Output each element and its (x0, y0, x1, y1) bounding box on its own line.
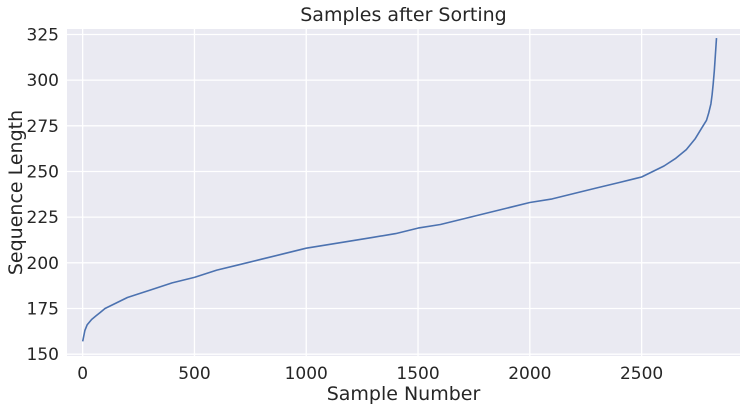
y-tick-label: 325 (27, 25, 59, 45)
series-layer (81, 38, 718, 342)
x-tick-label: 2500 (620, 364, 663, 384)
y-tick-label: 175 (27, 300, 59, 320)
x-tick-label: 1500 (396, 364, 439, 384)
x-axis-label: Sample Number (327, 383, 481, 405)
x-tick-label: 2000 (508, 364, 551, 384)
y-axis-label: Sequence Length (5, 110, 27, 275)
x-tick-label: 500 (178, 364, 210, 384)
grid-lines (67, 29, 740, 356)
series-line (81, 38, 718, 342)
y-tick-label: 200 (27, 254, 59, 274)
y-tick-label: 150 (27, 345, 59, 365)
plot-background (67, 29, 740, 356)
chart-title: Samples after Sorting (300, 4, 507, 26)
y-tick-label: 300 (27, 71, 59, 91)
y-tick-label: 275 (27, 117, 59, 137)
y-tick-label: 250 (27, 162, 59, 182)
x-tick-label: 1000 (285, 364, 328, 384)
x-tick-label: 0 (77, 364, 88, 384)
y-tick-label: 225 (27, 208, 59, 228)
tick-labels: 0 500 1000 1500 2000 2500 150 175 200 225 250 275 30… (27, 25, 664, 384)
